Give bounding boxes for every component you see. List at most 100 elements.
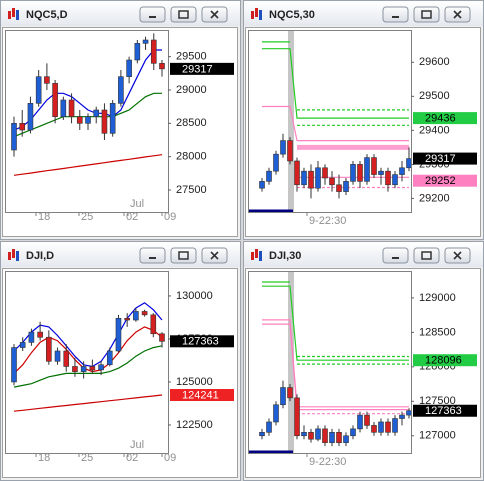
candle-body xyxy=(301,170,307,186)
button-glyph[interactable] xyxy=(210,251,219,260)
candle-body xyxy=(11,123,17,151)
chart-window: NQC5,30296002950029400293002920029436293… xyxy=(243,0,484,240)
candle-body xyxy=(27,103,34,131)
window-icon xyxy=(251,8,262,20)
y-tick-label: 29500 xyxy=(176,51,207,63)
button-face[interactable] xyxy=(413,247,440,264)
candle-body xyxy=(322,167,328,179)
indicator-line xyxy=(13,326,163,374)
button-face[interactable] xyxy=(382,247,409,264)
candle-body xyxy=(294,397,300,437)
button-face[interactable] xyxy=(139,6,166,23)
window-button-close[interactable] xyxy=(201,6,228,23)
x-tick-label: Jul xyxy=(130,439,144,451)
candle-body xyxy=(399,414,405,419)
candle-body xyxy=(364,414,370,426)
window-icon xyxy=(8,8,19,20)
y-tick-label: 29400 xyxy=(419,124,450,136)
candle-body xyxy=(343,181,349,192)
candle-body xyxy=(52,83,58,117)
candle-body xyxy=(357,164,363,182)
candle-body xyxy=(399,167,405,175)
button-glyph[interactable] xyxy=(210,10,219,19)
candle-body xyxy=(406,410,411,416)
window-button-close[interactable] xyxy=(444,6,471,23)
candle-body xyxy=(336,432,342,443)
plot-content xyxy=(11,33,165,176)
y-tick-label: 130000 xyxy=(176,290,213,302)
candle-body xyxy=(315,428,321,440)
button-face[interactable] xyxy=(413,6,440,23)
plot-content xyxy=(11,302,165,412)
icon-bar xyxy=(255,249,258,258)
price-tag-label: 29436 xyxy=(425,113,456,125)
candle-body xyxy=(406,158,411,169)
candle-body xyxy=(392,418,398,433)
candle-body xyxy=(118,76,124,104)
candle-body xyxy=(371,425,377,433)
candle-body xyxy=(133,311,139,321)
candle-body xyxy=(280,140,286,155)
button-glyph[interactable] xyxy=(453,251,462,260)
candle-body xyxy=(294,160,300,186)
window-button-min[interactable] xyxy=(382,6,409,23)
button-glyph[interactable] xyxy=(178,251,189,260)
x-tick-label: 25 xyxy=(81,211,93,223)
button-face[interactable] xyxy=(139,247,166,264)
candle-body xyxy=(259,181,265,189)
y-tick-label: 29000 xyxy=(176,84,207,96)
window-button-close[interactable] xyxy=(201,247,228,264)
icon-bar xyxy=(12,8,15,17)
x-tick-label: Jul xyxy=(130,198,144,210)
window-button-close[interactable] xyxy=(444,247,471,264)
candle-body xyxy=(68,99,75,117)
button-glyph[interactable] xyxy=(392,257,399,259)
candle-body xyxy=(371,157,377,175)
indicator-line xyxy=(13,394,163,412)
window-button-min[interactable] xyxy=(139,6,166,23)
title-bar xyxy=(1,242,240,267)
button-face[interactable] xyxy=(382,6,409,23)
price-tag xyxy=(170,62,234,75)
indicator-line xyxy=(262,319,409,408)
candle-body xyxy=(19,123,26,131)
candle-body xyxy=(343,435,349,443)
window-button-max[interactable] xyxy=(170,6,197,23)
window-title: DJI,30 xyxy=(269,250,301,262)
y-tick-label: 29500 xyxy=(419,90,450,102)
y-tick-label: 29200 xyxy=(419,192,450,204)
y-tick-label: 28000 xyxy=(176,151,207,163)
candle-body xyxy=(101,109,108,134)
candle-body xyxy=(364,157,370,182)
y-tick-label: 122500 xyxy=(176,419,213,431)
indicator-line xyxy=(13,302,163,368)
y-tick-label: 128500 xyxy=(419,326,456,338)
button-glyph[interactable] xyxy=(453,10,462,19)
window-button-max[interactable] xyxy=(413,247,440,264)
button-glyph[interactable] xyxy=(178,10,189,19)
button-glyph[interactable] xyxy=(421,10,432,19)
y-tick-label: 125000 xyxy=(176,376,213,388)
indicator-line xyxy=(262,105,409,142)
button-glyph[interactable] xyxy=(149,16,156,18)
window-button-min[interactable] xyxy=(382,247,409,264)
candle-body xyxy=(357,414,363,430)
icon-bar xyxy=(16,10,19,20)
window-button-max[interactable] xyxy=(170,247,197,264)
window-button-max[interactable] xyxy=(413,6,440,23)
candle-body xyxy=(19,342,26,348)
candle-body xyxy=(142,39,149,44)
candle-body xyxy=(124,318,130,321)
button-glyph[interactable] xyxy=(421,251,432,260)
candle-body xyxy=(141,311,148,316)
candle-body xyxy=(378,170,384,175)
candle-body xyxy=(150,314,157,335)
button-face[interactable] xyxy=(170,6,197,23)
button-glyph[interactable] xyxy=(392,16,399,18)
button-glyph[interactable] xyxy=(149,257,156,259)
button-face[interactable] xyxy=(170,247,197,264)
window-button-min[interactable] xyxy=(139,247,166,264)
icon-bar xyxy=(12,249,15,258)
y-tick-label: 29600 xyxy=(419,56,450,68)
icon-bar xyxy=(251,252,254,260)
